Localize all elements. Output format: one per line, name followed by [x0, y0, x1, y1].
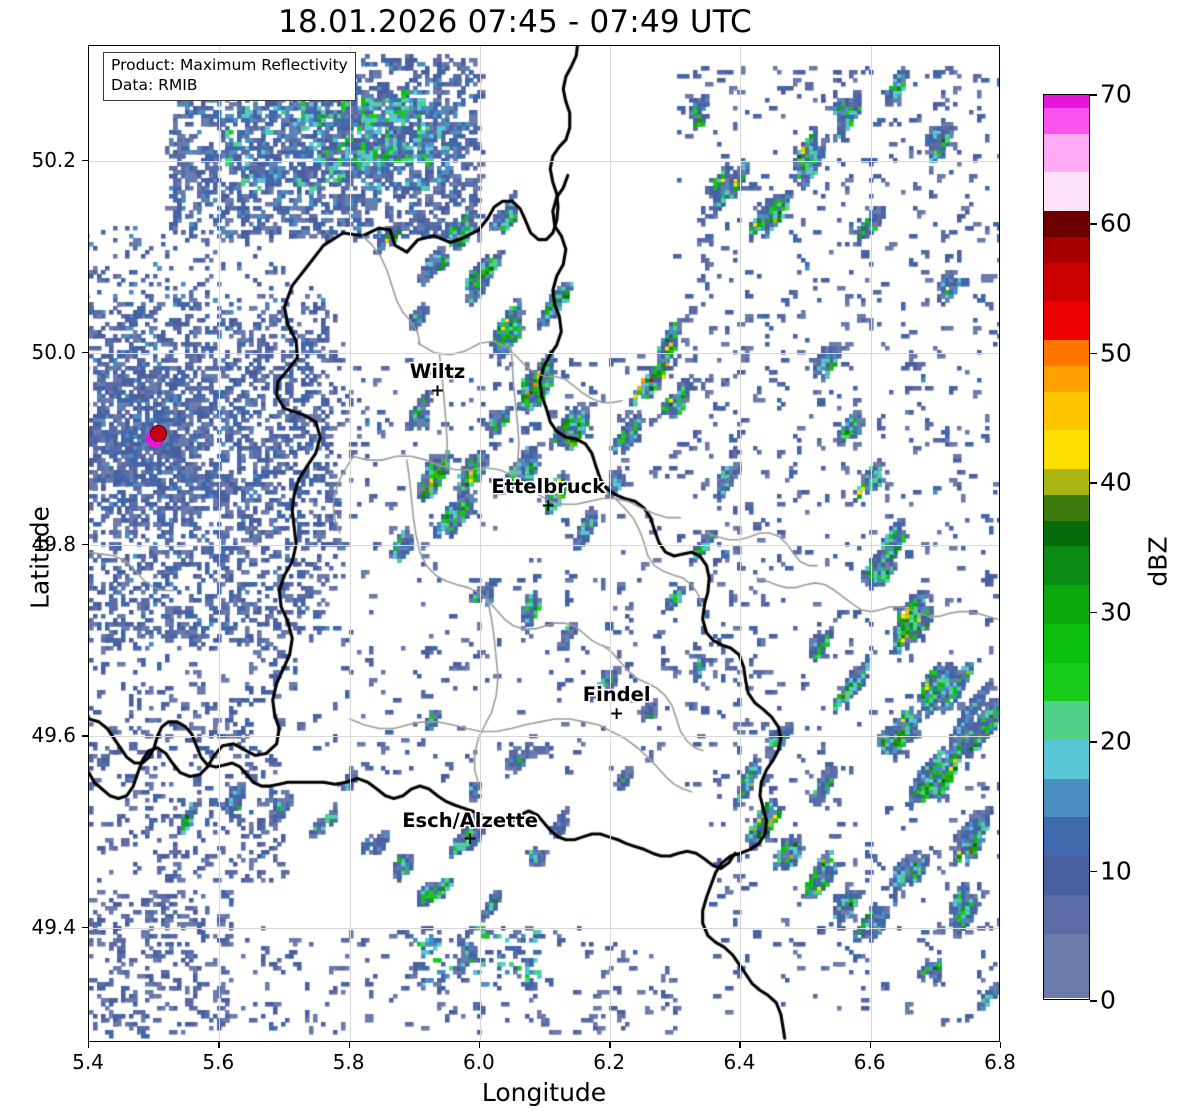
colorbar-tick-label: 10 [1100, 856, 1132, 886]
colorbar-band [1044, 133, 1089, 173]
radar-plot-area[interactable]: Wiltz + Ettelbruck + Findel + Esch/Alzette + Pr… [88, 45, 1000, 1042]
x-tick-label: 6.2 [593, 1050, 626, 1074]
y-axis-title: Latitude [25, 506, 55, 609]
radar-site-core [150, 425, 168, 443]
gridline-horizontal [89, 544, 999, 546]
colorbar-band [1044, 340, 1089, 366]
colorbar-band [1044, 817, 1089, 857]
colorbar-band [1044, 469, 1089, 495]
y-tick-label: 49.8 [31, 531, 76, 556]
gridline-vertical [479, 46, 481, 1041]
colorbar-tick-label: 0 [1100, 985, 1116, 1015]
gridline-vertical [610, 46, 612, 1041]
x-axis-title: Longitude [481, 1078, 607, 1107]
colorbar-tick-mark [1090, 223, 1097, 226]
gridline-horizontal [89, 927, 999, 929]
colorbar-tick-label: 60 [1100, 208, 1132, 238]
colorbar-tick-mark [1090, 482, 1097, 484]
legend-info-box: Product: Maximum Reflectivity Data: RMIB [103, 52, 356, 101]
colorbar-band [1044, 211, 1089, 237]
colorbar-band [1044, 740, 1089, 779]
radar-site-icon [146, 425, 168, 448]
colorbar-tick-label: 20 [1100, 726, 1132, 756]
colorbar-band [1044, 95, 1089, 108]
x-tick-mark [218, 1042, 220, 1048]
x-tick-label: 6.8 [984, 1050, 1016, 1074]
colorbar-band [1044, 494, 1089, 521]
x-tick-label: 5.4 [72, 1050, 104, 1074]
colorbar [1043, 94, 1090, 1000]
legend-product-line: Product: Maximum Reflectivity [111, 56, 348, 74]
y-tick-mark [82, 735, 88, 737]
colorbar-band [1044, 172, 1089, 212]
x-tick-mark [609, 1042, 611, 1048]
colorbar-tick-label: 30 [1100, 597, 1132, 627]
y-tick-mark [82, 160, 88, 162]
x-tick-label: 5.6 [202, 1050, 235, 1074]
y-tick-label: 50.2 [31, 148, 76, 173]
colorbar-tick-mark [1090, 870, 1097, 873]
colorbar-band [1044, 301, 1089, 341]
colorbar-band [1044, 623, 1089, 663]
colorbar-tick-mark [1090, 1000, 1097, 1002]
gridline-horizontal [89, 352, 999, 354]
x-tick-label: 6.6 [853, 1050, 886, 1074]
x-tick-label: 6.4 [723, 1050, 756, 1074]
colorbar-band [1044, 520, 1089, 547]
colorbar-band [1044, 778, 1089, 818]
colorbar-tick-mark [1090, 94, 1097, 96]
legend-data-line: Data: RMIB [111, 75, 198, 94]
gridline-vertical [349, 46, 351, 1041]
colorbar-band [1044, 365, 1089, 392]
colorbar-tick-label: 40 [1100, 467, 1132, 497]
page-title: 18.01.2026 07:45 - 07:49 UTC [278, 4, 752, 40]
x-tick-mark [348, 1042, 350, 1048]
gridline-vertical [219, 46, 221, 1041]
gridline-vertical [870, 46, 872, 1041]
colorbar-band [1044, 546, 1089, 586]
colorbar-band [1044, 391, 1089, 431]
colorbar-band [1044, 933, 1089, 999]
colorbar-band [1044, 430, 1089, 470]
colorbar-band [1044, 856, 1089, 895]
y-tick-mark [82, 351, 88, 354]
y-tick-mark [82, 543, 88, 545]
colorbar-tick-label: 70 [1100, 79, 1132, 109]
x-tick-mark [1000, 1042, 1002, 1048]
x-tick-mark [88, 1042, 90, 1048]
x-tick-label: 6.0 [462, 1050, 495, 1074]
gridline-horizontal [89, 161, 999, 163]
radar-reflectivity-canvas [89, 46, 999, 1041]
colorbar-band [1044, 107, 1089, 134]
colorbar-tick-mark [1090, 741, 1097, 743]
colorbar-band [1044, 236, 1089, 263]
colorbar-tick-mark [1090, 352, 1097, 355]
colorbar-band [1044, 262, 1089, 302]
colorbar-band [1044, 701, 1089, 740]
gridline-horizontal [89, 736, 999, 738]
x-tick-label: 5.8 [332, 1050, 365, 1074]
y-tick-label: 50.0 [31, 339, 76, 364]
x-tick-mark [739, 1042, 741, 1048]
y-tick-label: 49.4 [31, 914, 76, 939]
colorbar-band [1044, 662, 1089, 702]
colorbar-title: dBZ [1143, 536, 1173, 587]
colorbar-band [1044, 585, 1089, 624]
x-tick-mark [869, 1042, 872, 1048]
y-tick-mark [82, 926, 88, 929]
x-tick-mark [478, 1042, 481, 1048]
y-tick-label: 49.6 [31, 723, 76, 748]
gridline-vertical [740, 46, 742, 1041]
colorbar-band [1044, 894, 1089, 934]
colorbar-tick-label: 50 [1100, 338, 1132, 368]
colorbar-tick-mark [1090, 611, 1097, 614]
